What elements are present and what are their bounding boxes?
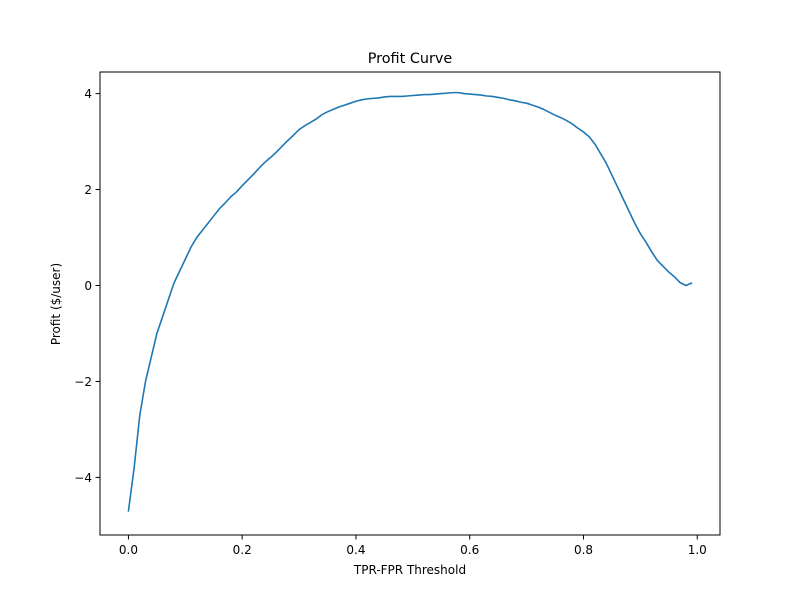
plot-area-frame: [99, 71, 721, 536]
y-axis-title: Profit ($/user): [49, 263, 63, 345]
x-axis-title: TPR-FPR Threshold: [353, 563, 466, 577]
x-tick-label: 1.0: [688, 543, 707, 557]
x-tick-label: 0.6: [460, 543, 479, 557]
x-tick-label: 0.4: [346, 543, 365, 557]
x-tick-label: 0.2: [233, 543, 252, 557]
y-tick-label: 0: [84, 279, 92, 293]
series-layer: [127, 91, 693, 512]
chart-title: Profit Curve: [368, 51, 453, 67]
x-tick-label: 0.0: [119, 543, 138, 557]
y-tick-label: 4: [84, 87, 92, 101]
y-tick-label: −2: [74, 375, 92, 389]
y-tick-label: −4: [74, 471, 92, 485]
y-tick-label: 2: [84, 183, 92, 197]
axis-ticks: 0.0 0.2 0.4 0.6 0.8 1.0 −4 −2 0 2 4: [74, 87, 706, 557]
x-tick-label: 0.8: [574, 543, 593, 557]
series-line-profit: [127, 91, 693, 512]
